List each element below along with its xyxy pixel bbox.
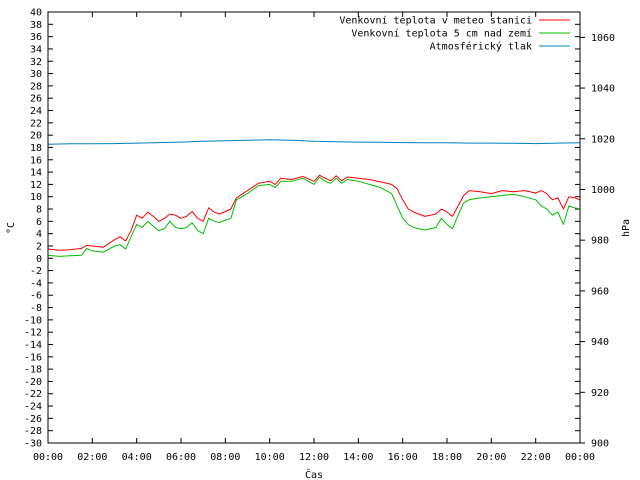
y-tick-label: 22 bbox=[30, 118, 42, 129]
plot-frame bbox=[47, 11, 581, 444]
x-tick-label: 00:00 bbox=[33, 452, 63, 463]
y2-tick-label: 980 bbox=[591, 236, 609, 247]
x-tick-label: 10:00 bbox=[255, 452, 285, 463]
series-layer bbox=[47, 139, 581, 257]
y-tick-label: -22 bbox=[24, 389, 42, 400]
x-tick-label: 22:00 bbox=[521, 452, 551, 463]
y2-tick-label: 1060 bbox=[591, 33, 615, 44]
y-tick-label: 34 bbox=[30, 44, 42, 55]
y-tick-label: 14 bbox=[30, 168, 42, 179]
x-tick-label: 02:00 bbox=[77, 452, 107, 463]
y-tick-label: -26 bbox=[24, 414, 42, 425]
y-tick-label: 40 bbox=[30, 8, 42, 19]
y-tick-label: 0 bbox=[36, 254, 42, 265]
x-tick-label: 08:00 bbox=[210, 452, 240, 463]
x-axis-label: Čas bbox=[305, 468, 323, 480]
y2-tick-label: 1020 bbox=[591, 134, 615, 145]
y-tick-label: -10 bbox=[24, 315, 42, 326]
y-tick-label: 24 bbox=[30, 106, 42, 117]
y2-axis-label: hPa bbox=[621, 219, 632, 237]
y2-tick-label: 960 bbox=[591, 286, 609, 297]
y-tick-label: -16 bbox=[24, 352, 42, 363]
y-tick-label: -2 bbox=[30, 266, 42, 277]
legend-label-3: Atmosférický tlak bbox=[430, 41, 532, 53]
y2-tick-label: 1000 bbox=[591, 185, 615, 196]
y-tick-label: 32 bbox=[30, 57, 42, 68]
y-tick-label: 20 bbox=[30, 131, 42, 142]
y2-tick-label: 900 bbox=[591, 439, 609, 450]
x-tick-label: 06:00 bbox=[166, 452, 196, 463]
x-tick-label: 20:00 bbox=[476, 452, 506, 463]
y-axis-label: °C bbox=[6, 222, 17, 234]
y-tick-label: 36 bbox=[30, 32, 42, 43]
legend-label-2: Venkovní teplota 5 cm nad zemí bbox=[351, 28, 532, 40]
series-line-2 bbox=[47, 176, 581, 257]
x-tick-label: 00:00 bbox=[565, 452, 595, 463]
y-tick-label: 30 bbox=[30, 69, 42, 80]
y-tick-label: 16 bbox=[30, 155, 42, 166]
y-tick-label: 12 bbox=[30, 180, 42, 191]
y-tick-label: 26 bbox=[30, 94, 42, 105]
y-tick-label: -6 bbox=[30, 291, 42, 302]
y-tick-label: -24 bbox=[24, 402, 42, 413]
y-tick-label: 2 bbox=[36, 241, 42, 252]
y-tick-label: -12 bbox=[24, 328, 42, 339]
y-tick-label: 6 bbox=[36, 217, 42, 228]
x-tick-label: 12:00 bbox=[299, 452, 329, 463]
y-tick-label: -18 bbox=[24, 365, 42, 376]
series-line-3 bbox=[47, 139, 581, 145]
axes-layer: -30-28-26-24-22-20-18-16-14-12-10-8-6-4-… bbox=[24, 8, 615, 464]
y-tick-label: 38 bbox=[30, 20, 42, 31]
y-tick-label: -4 bbox=[30, 278, 42, 289]
y2-tick-label: 920 bbox=[591, 388, 609, 399]
y-tick-label: 18 bbox=[30, 143, 42, 154]
y-tick-label: 28 bbox=[30, 81, 42, 92]
y-tick-label: 8 bbox=[36, 205, 42, 216]
y-tick-label: -30 bbox=[24, 439, 42, 450]
y-tick-label: -28 bbox=[24, 426, 42, 437]
x-tick-label: 16:00 bbox=[388, 452, 418, 463]
series-line-1 bbox=[47, 174, 581, 251]
y-tick-label: 10 bbox=[30, 192, 42, 203]
legend: Venkovní teplota v meteo staniciVenkovní… bbox=[339, 15, 570, 53]
legend-label-1: Venkovní teplota v meteo stanici bbox=[339, 15, 532, 27]
y-tick-label: -20 bbox=[24, 377, 42, 388]
y-tick-label: -14 bbox=[24, 340, 42, 351]
x-tick-label: 18:00 bbox=[432, 452, 462, 463]
x-tick-label: 14:00 bbox=[343, 452, 373, 463]
y2-tick-label: 1040 bbox=[591, 84, 615, 95]
y-tick-label: 4 bbox=[36, 229, 42, 240]
x-tick-label: 04:00 bbox=[122, 452, 152, 463]
y2-tick-label: 940 bbox=[591, 337, 609, 348]
y-tick-label: -8 bbox=[30, 303, 42, 314]
